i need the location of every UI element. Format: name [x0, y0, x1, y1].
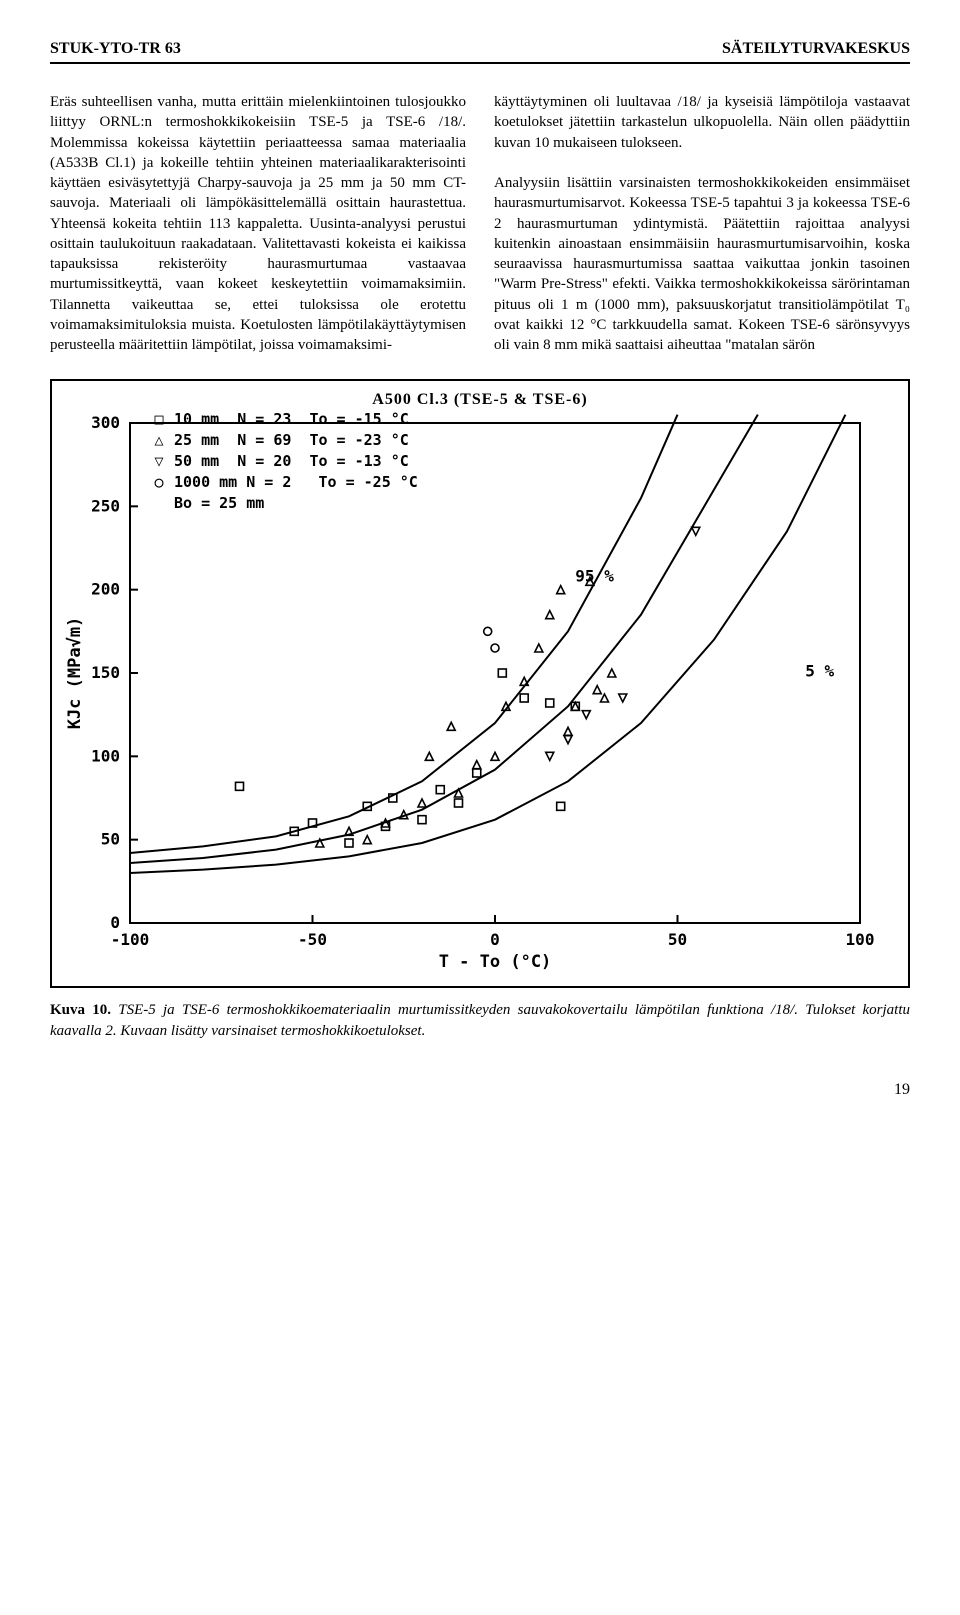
svg-text:T - To (°C): T - To (°C) [439, 952, 552, 972]
svg-text:250: 250 [91, 497, 120, 516]
header-left: STUK-YTO-TR 63 [50, 40, 181, 58]
legend-label: 50 mm N = 20 To = -13 °C [174, 451, 409, 472]
svg-text:100: 100 [846, 930, 875, 949]
svg-text:150: 150 [91, 663, 120, 682]
svg-text:0: 0 [490, 930, 500, 949]
svg-text:300: 300 [91, 413, 120, 432]
svg-text:-100: -100 [111, 930, 150, 949]
body-col-1: Eräs suhteellisen vanha, mutta erittäin … [50, 92, 466, 355]
header-right: SÄTEILYTURVAKESKUS [722, 40, 910, 58]
chart-legend: □ 10 mm N = 23 To = -15 °C △ 25 mm N = 6… [152, 409, 418, 514]
svg-text:50: 50 [101, 830, 120, 849]
svg-text:-50: -50 [298, 930, 327, 949]
svg-text:KJc (MPa√m): KJc (MPa√m) [65, 617, 85, 730]
page-number: 19 [50, 1081, 910, 1099]
legend-triangle-down-icon: ▽ [152, 451, 166, 472]
svg-text:5 %: 5 % [805, 662, 834, 681]
legend-row: △ 25 mm N = 69 To = -23 °C [152, 430, 418, 451]
legend-label: 25 mm N = 69 To = -23 °C [174, 430, 409, 451]
body-columns: Eräs suhteellisen vanha, mutta erittäin … [50, 92, 910, 355]
svg-text:95 %: 95 % [575, 567, 614, 586]
page-header: STUK-YTO-TR 63 SÄTEILYTURVAKESKUS [50, 40, 910, 64]
figure-caption: Kuva 10. TSE-5 ja TSE-6 termoshokkikoema… [50, 1000, 910, 1041]
chart-title: A500 Cl.3 (TSE-5 & TSE-6) [60, 391, 900, 409]
svg-text:50: 50 [668, 930, 687, 949]
caption-text: TSE-5 ja TSE-6 termoshokkikoemateriaalin… [50, 1002, 910, 1038]
svg-text:0: 0 [110, 913, 120, 932]
legend-row: ○ 1000 mm N = 2 To = -25 °C [152, 472, 418, 493]
legend-bo: Bo = 25 mm [174, 493, 418, 514]
body-col-2: käyttäytyminen oli luultavaa /18/ ja kys… [494, 92, 910, 355]
legend-triangle-up-icon: △ [152, 430, 166, 451]
legend-row: □ 10 mm N = 23 To = -15 °C [152, 409, 418, 430]
legend-row: ▽ 50 mm N = 20 To = -13 °C [152, 451, 418, 472]
legend-label: 10 mm N = 23 To = -15 °C [174, 409, 409, 430]
chart-container: A500 Cl.3 (TSE-5 & TSE-6) □ 10 mm N = 23… [50, 379, 910, 988]
svg-text:200: 200 [91, 580, 120, 599]
legend-square-icon: □ [152, 409, 166, 430]
legend-label: 1000 mm N = 2 To = -25 °C [174, 472, 418, 493]
caption-label: Kuva 10. [50, 1002, 111, 1018]
svg-text:100: 100 [91, 747, 120, 766]
legend-circle-icon: ○ [152, 472, 166, 493]
